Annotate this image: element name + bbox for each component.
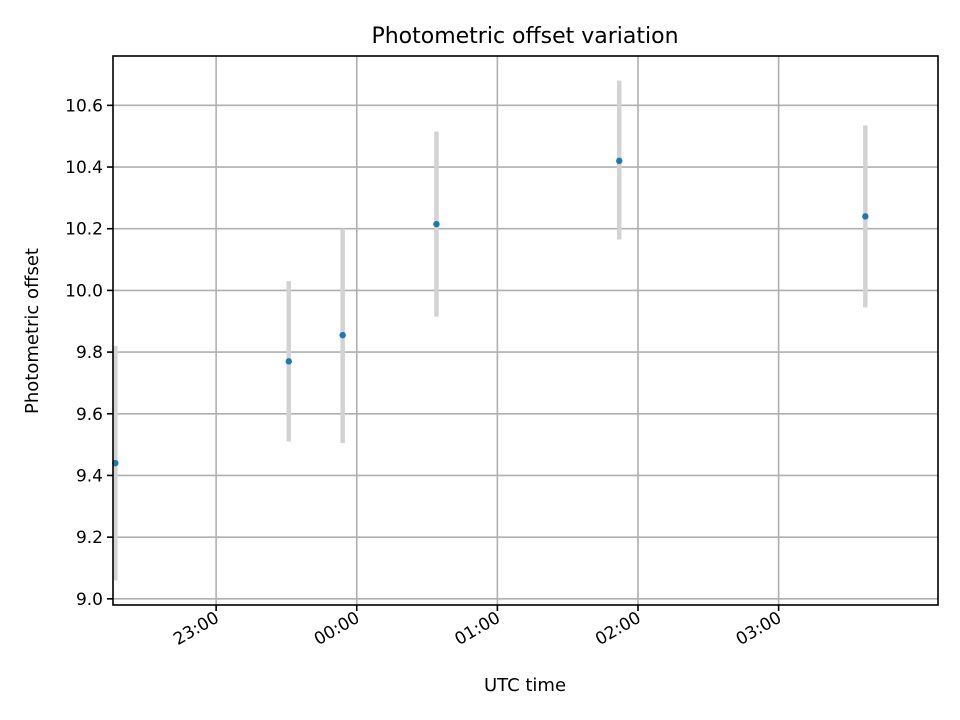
x-tick-label: 00:00 (311, 608, 363, 650)
x-axis-label: UTC time (484, 675, 566, 696)
y-tick-label: 10.4 (65, 158, 103, 178)
y-tick-label: 9.8 (76, 343, 103, 363)
data-point (433, 220, 440, 228)
x-tick-label: 03:00 (733, 608, 785, 650)
y-tick-label: 10.0 (65, 281, 103, 301)
y-tick-label: 9.0 (76, 590, 103, 610)
data-point (862, 213, 869, 220)
y-tick-label: 10.2 (65, 220, 103, 240)
y-tick-label: 9.6 (76, 405, 103, 425)
x-tick-label: 23:00 (170, 608, 222, 650)
y-tick-label: 10.6 (65, 96, 103, 116)
plot-frame (112, 55, 939, 606)
data-point (285, 358, 292, 365)
y-axis-label: Photometric offset (22, 248, 43, 414)
x-tick-label: 02:00 (592, 608, 644, 650)
y-tick-label: 9.4 (76, 466, 103, 486)
data-point (616, 157, 623, 165)
data-point (339, 331, 346, 339)
chart-title: Photometric offset variation (371, 24, 678, 49)
x-tick-label: 01:00 (451, 608, 503, 650)
grid-layer (113, 56, 938, 605)
y-tick-label: 9.2 (76, 528, 103, 548)
tick-layer: 9.0 9.2 9.4 9.6 9.8 10.0 10.2 10.4 10.6 23:00 00:0… (65, 96, 785, 649)
point-layer (112, 157, 869, 467)
errorbar-layer (113, 80, 868, 581)
